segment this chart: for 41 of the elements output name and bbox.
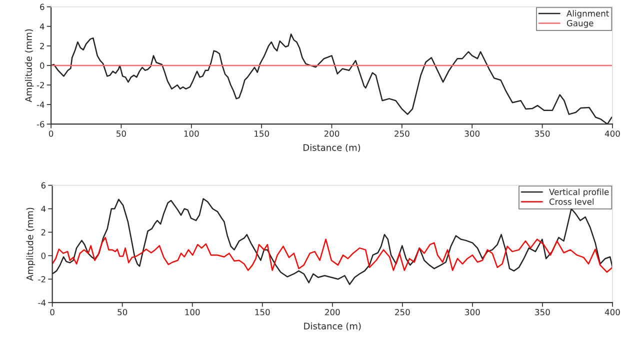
y-tick-label: 4 [40,23,44,30]
x-tick-label: 400 [604,308,620,316]
y-tick-label: 0 [41,252,46,259]
y-tick-label: 2 [41,229,46,236]
x-tick-label: 150 [254,130,269,137]
line-series [52,198,612,286]
y-axis-title: Amplitude (mm) [26,208,35,281]
x-tick-label: 350 [535,308,550,316]
y-tick-label: -4 [38,300,46,306]
legend-label: Cross level [549,198,594,205]
y-axis-title: Amplitude (mm) [24,29,34,102]
y-tick-label: 6 [41,182,46,189]
x-tick-label: 250 [394,130,410,137]
x-tick-label: 150 [255,308,270,316]
y-tick-label: -4 [36,102,44,108]
x-tick-label: 300 [464,130,480,137]
x-tick-label: 0 [50,308,54,316]
x-tick-label: 200 [324,130,340,137]
x-tick-label: 250 [395,308,410,316]
x-tick-label: 0 [48,130,54,137]
y-tick-label: 2 [40,42,44,50]
x-tick-label: 50 [116,130,126,137]
y-tick-label: 6 [40,4,44,10]
legend-label: Vertical profile [549,188,609,197]
y-tick-label: 0 [40,62,44,69]
x-axis-title: Distance (m) [304,144,360,152]
x-tick-label: 200 [325,308,340,316]
y-tick-label: -2 [36,82,44,88]
x-axis-title: Distance (m) [304,322,361,331]
y-tick-label: 4 [41,206,46,212]
x-tick-label: 400 [604,130,620,137]
x-tick-label: 350 [534,130,550,137]
x-tick-label: 50 [118,308,128,316]
line-series [52,236,612,273]
y-tick-label: -2 [38,276,46,282]
legend-label: Gauge [566,20,594,28]
x-tick-label: 100 [184,130,199,137]
legend-label: Alignment [566,10,609,18]
x-tick-label: 300 [465,308,480,316]
y-tick-label: -6 [36,121,44,128]
x-tick-label: 100 [185,308,200,316]
